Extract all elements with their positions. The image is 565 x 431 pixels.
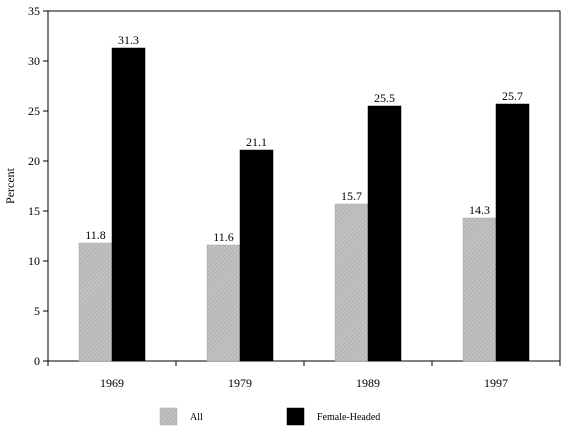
y-tick-label: 15 (28, 204, 40, 218)
data-label: 15.7 (341, 189, 362, 203)
y-tick-label: 10 (28, 254, 40, 268)
data-label: 14.3 (469, 203, 490, 217)
bar-female-headed-1989 (367, 105, 402, 362)
data-label: 11.8 (85, 228, 106, 242)
y-tick-label: 35 (28, 4, 40, 18)
y-tick-label: 0 (34, 354, 40, 368)
bar-all-1997 (462, 217, 497, 362)
bar-all-1979 (206, 244, 241, 362)
bar-female-headed-1979 (239, 149, 274, 362)
y-tick-label: 30 (28, 54, 40, 68)
legend-label: All (190, 412, 203, 423)
x-tick-label: 1979 (228, 376, 252, 390)
data-label: 25.5 (374, 91, 395, 105)
data-label: 21.1 (246, 135, 267, 149)
legend-swatch-female-headed (286, 407, 305, 426)
y-tick-label: 25 (28, 104, 40, 118)
y-tick-label: 20 (28, 154, 40, 168)
x-tick-label: 1989 (356, 376, 380, 390)
data-label: 11.6 (213, 230, 234, 244)
data-label: 25.7 (502, 89, 523, 103)
legend-label: Female-Headed (317, 412, 380, 423)
y-tick-label: 5 (34, 304, 40, 318)
x-tick-label: 1969 (100, 376, 124, 390)
x-tick-label: 1997 (484, 376, 508, 390)
data-label: 31.3 (118, 33, 139, 47)
bar-all-1969 (78, 242, 113, 362)
y-axis-title: Percent (3, 167, 17, 204)
bar-all-1989 (334, 203, 369, 362)
legend-swatch-all (159, 407, 178, 426)
bar-female-headed-1969 (111, 47, 146, 362)
bar-female-headed-1997 (495, 103, 530, 362)
